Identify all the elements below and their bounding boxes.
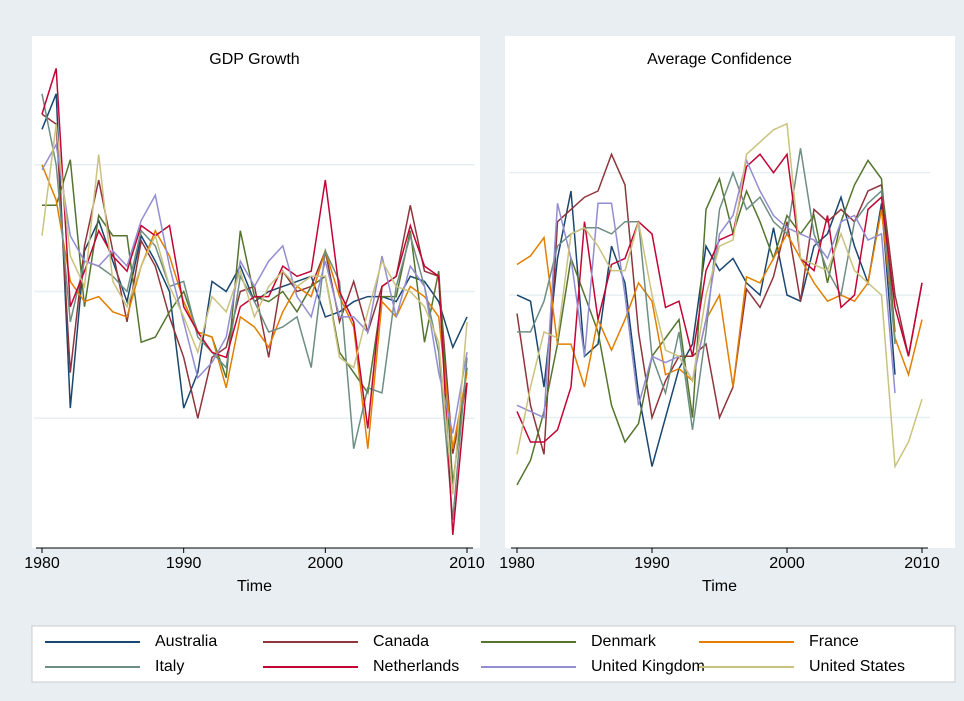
x-axis-label: Time [237,578,272,595]
series-line [516,209,923,388]
series-line [516,152,923,443]
legend-label: France [809,633,859,650]
legend-label: Australia [155,633,217,650]
series-line [41,142,468,434]
x-tick-label: 2000 [308,555,344,572]
x-tick-label: 2000 [769,555,805,572]
x-axis-label: Time [702,578,737,595]
legend-label: United States [809,658,905,675]
panel-title: Average Confidence [647,51,792,68]
series-line [41,124,468,495]
x-tick-label: 2010 [904,555,940,572]
legend-label: Denmark [591,633,657,650]
x-tick-label: 1990 [634,555,670,572]
legend-label: Netherlands [373,658,459,675]
legend-label: United Kingdom [591,658,705,675]
x-tick-label: 1980 [499,555,535,572]
series-line [41,68,468,535]
x-tick-label: 1990 [166,555,202,572]
legend-label: Italy [155,658,184,675]
series-line [516,158,896,419]
x-tick-label: 1980 [24,555,60,572]
legend-box [31,625,956,683]
panel-right [505,36,955,548]
x-tick-label: 2010 [449,555,485,572]
series-line [516,122,923,470]
panel-title: GDP Growth [209,51,299,68]
legend-label: Canada [373,633,429,650]
series-line [516,190,896,467]
